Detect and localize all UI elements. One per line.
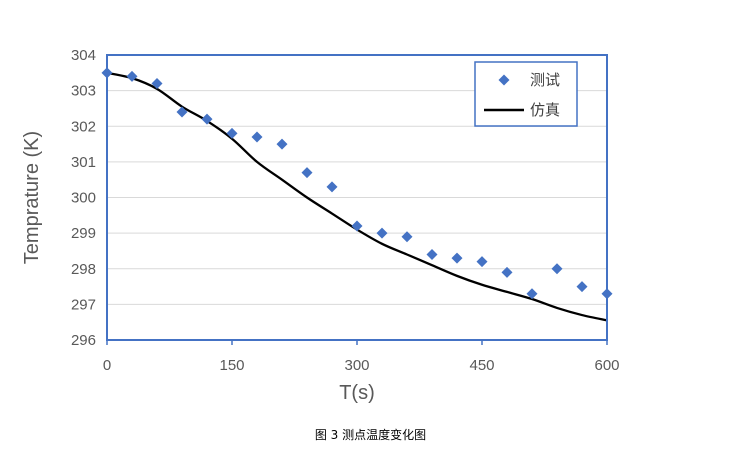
measured-point bbox=[276, 138, 288, 150]
measured-point bbox=[151, 78, 163, 89]
y-tick-label: 296 bbox=[71, 332, 96, 349]
x-tick-label: 0 bbox=[103, 357, 111, 374]
measured-point bbox=[376, 227, 388, 239]
measured-point bbox=[251, 131, 263, 143]
figure-caption: 图 3 测点温度变化图 bbox=[314, 428, 427, 442]
y-tick-label: 301 bbox=[71, 154, 96, 171]
y-tick-label: 298 bbox=[71, 261, 96, 278]
y-tick-label: 300 bbox=[71, 190, 96, 207]
y-tick-label: 297 bbox=[71, 296, 96, 313]
x-tick-label: 600 bbox=[594, 357, 619, 374]
measured-point bbox=[201, 113, 213, 125]
measured-point bbox=[401, 231, 413, 243]
x-tick-label: 150 bbox=[219, 357, 244, 374]
measured-point bbox=[176, 106, 188, 118]
x-axis-title: T(s) bbox=[339, 382, 375, 404]
x-tick-label: 300 bbox=[344, 357, 369, 374]
y-axis-title: Temprature (K) bbox=[21, 131, 43, 264]
legend-box bbox=[474, 61, 578, 127]
y-tick-label: 303 bbox=[71, 83, 96, 100]
y-tick-label: 299 bbox=[71, 225, 96, 242]
y-tick-label: 304 bbox=[71, 47, 96, 64]
measured-point bbox=[226, 127, 238, 139]
legend-label-measured: 测试 bbox=[530, 71, 560, 89]
measured-point bbox=[351, 220, 363, 232]
measured-point bbox=[526, 288, 538, 300]
measured-point bbox=[301, 167, 313, 179]
y-axis-ticks: 296 297 298 299 300 301 302 303 304 bbox=[71, 47, 96, 349]
measured-point bbox=[426, 249, 438, 260]
measured-point bbox=[451, 252, 463, 264]
measured-point bbox=[576, 281, 588, 293]
measured-point bbox=[551, 263, 563, 275]
measured-point bbox=[476, 256, 488, 268]
temperature-chart: 0 150 300 450 600 296 297 298 299 300 301 302 303 30… bbox=[21, 47, 620, 404]
y-tick-label: 302 bbox=[71, 118, 96, 135]
legend: 测试 仿真 bbox=[474, 61, 578, 127]
measured-point bbox=[501, 266, 513, 278]
x-axis-ticks: 0 150 300 450 600 bbox=[103, 340, 620, 374]
measured-point bbox=[126, 70, 138, 82]
legend-diamond-icon bbox=[498, 74, 510, 86]
measured-point bbox=[326, 181, 338, 193]
measured-series bbox=[101, 67, 613, 300]
legend-label-simulated: 仿真 bbox=[530, 101, 560, 119]
x-tick-label: 450 bbox=[469, 357, 494, 374]
